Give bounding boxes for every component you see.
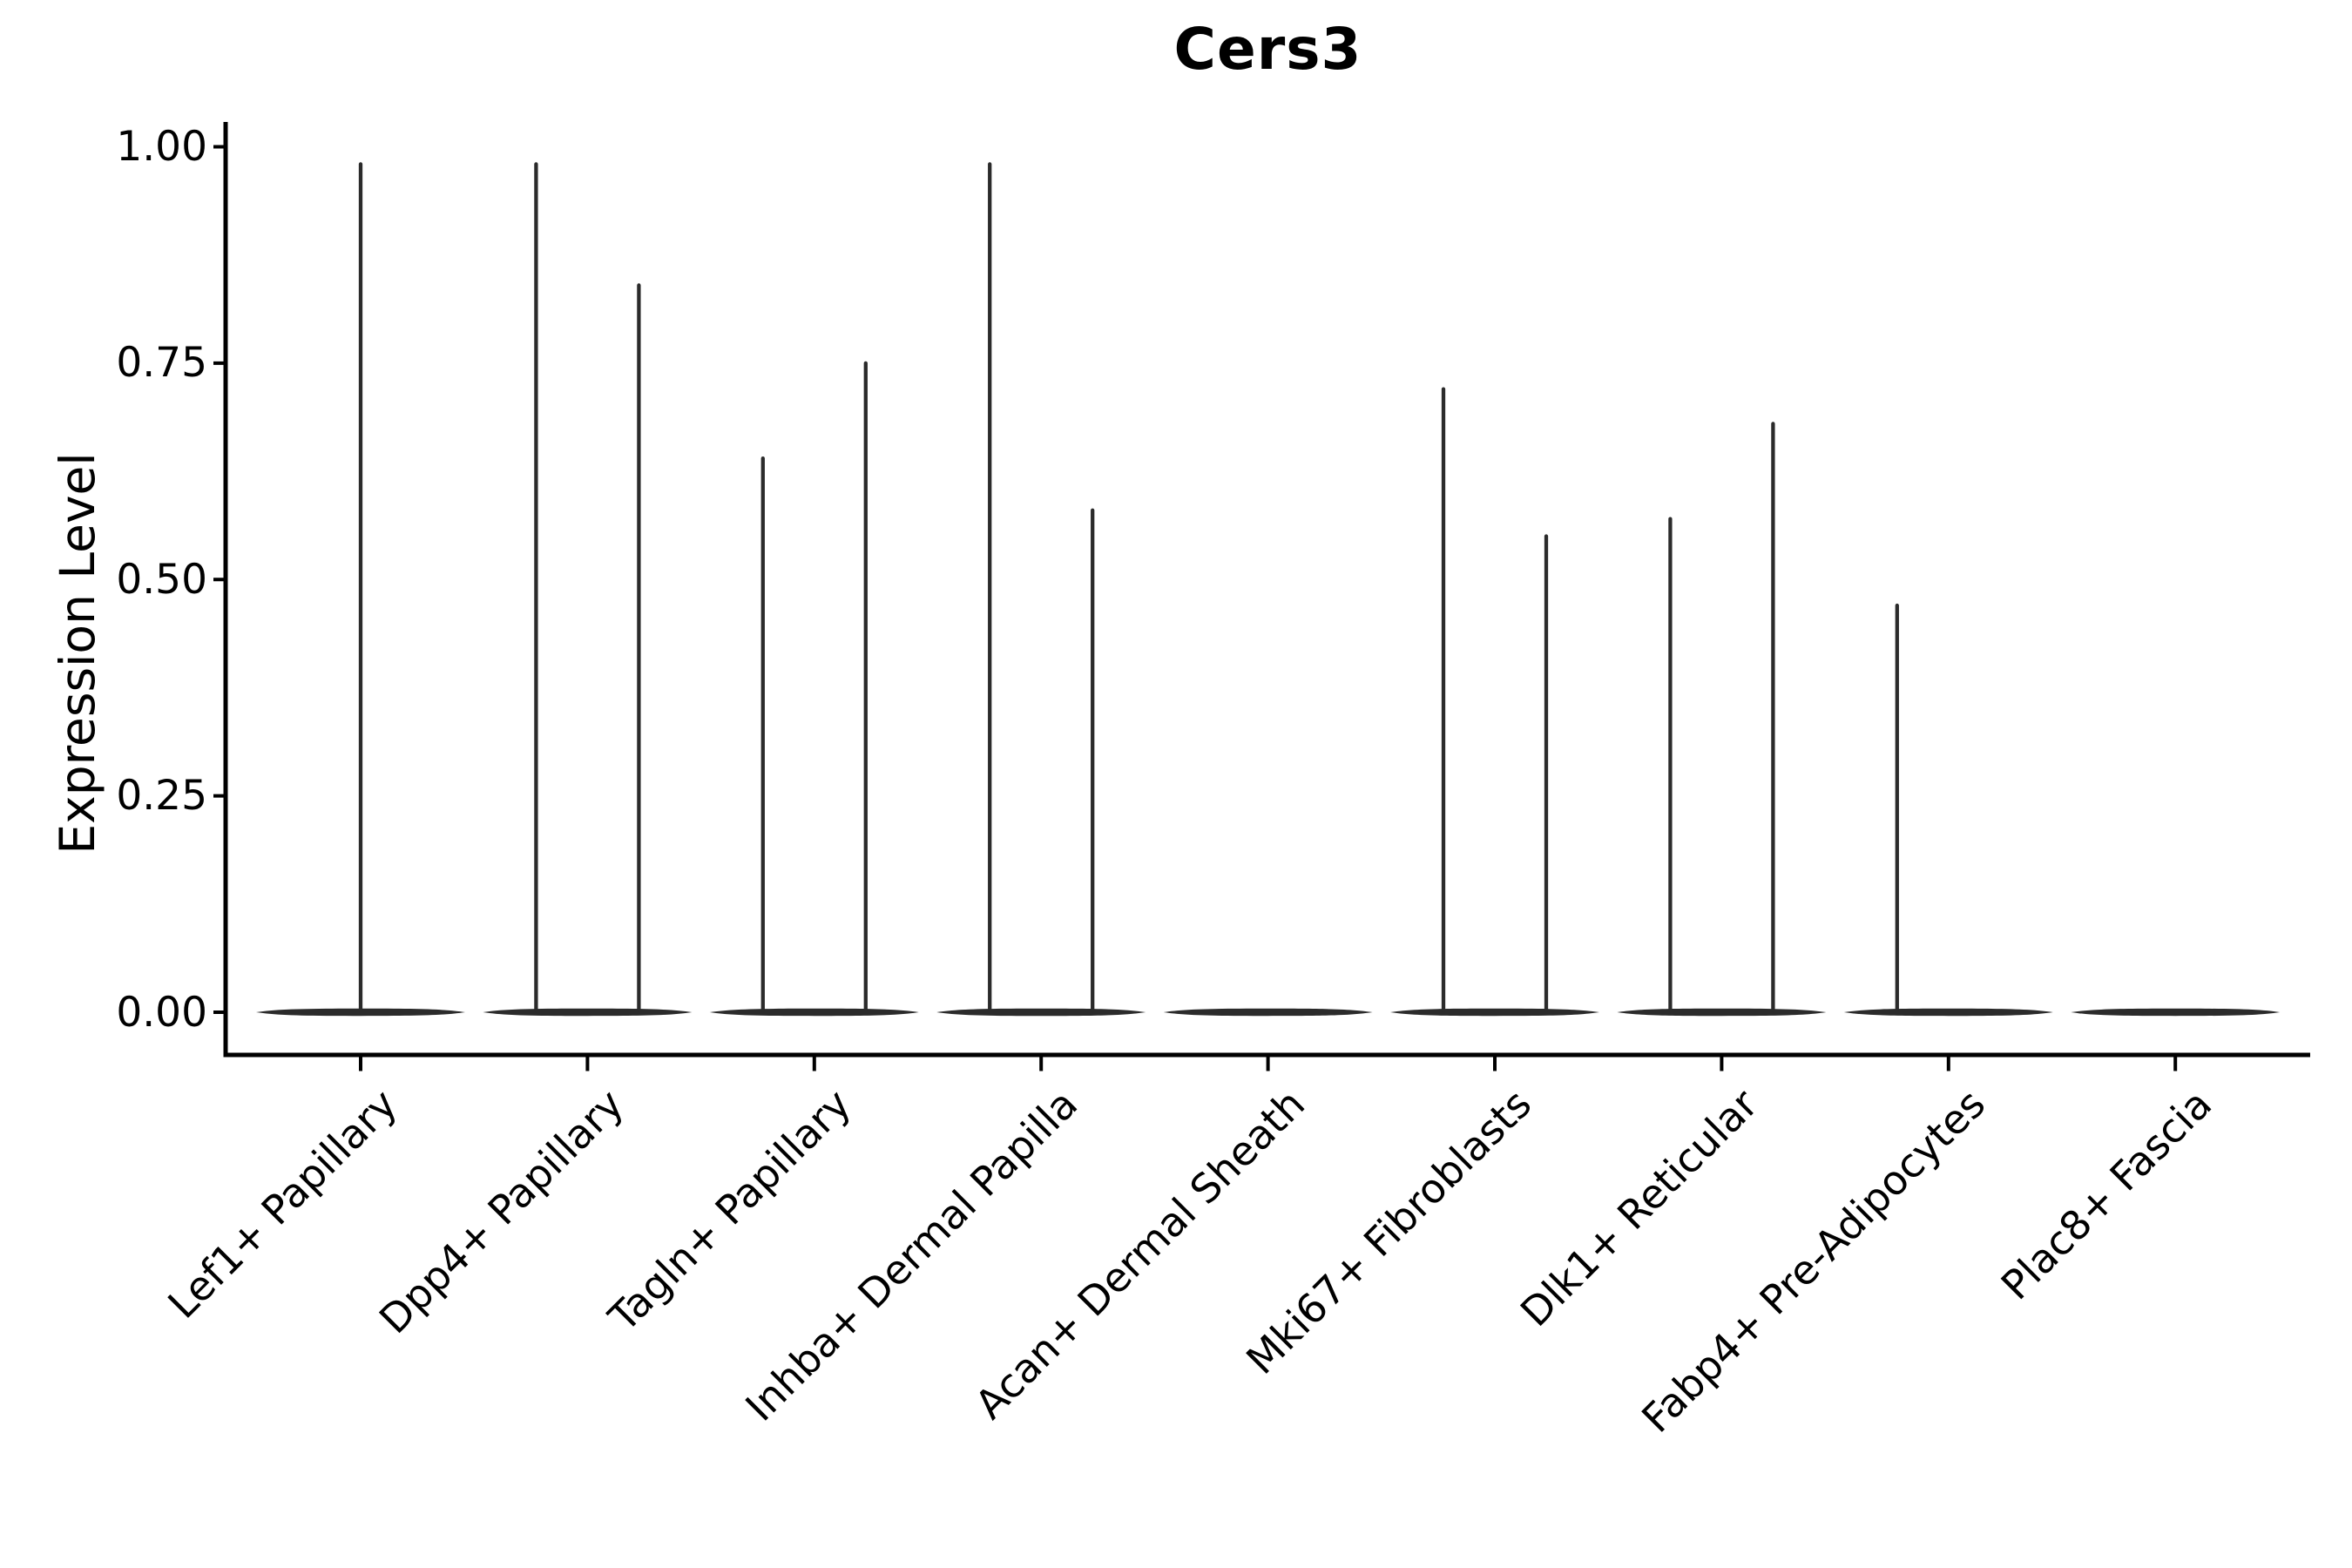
y-tick-label: 0.00 <box>116 988 207 1037</box>
violin-base <box>1390 1008 1599 1017</box>
violin-base <box>1163 1008 1373 1017</box>
violin-base <box>1617 1008 1827 1017</box>
y-tick-label: 0.75 <box>116 339 207 388</box>
violin-base <box>2071 1008 2281 1017</box>
y-tick-label: 1.00 <box>116 123 207 171</box>
chart-title: Cers3 <box>1173 16 1362 83</box>
y-tick-label: 0.50 <box>116 555 207 604</box>
violin-base <box>1843 1008 2053 1017</box>
violin-base <box>709 1008 919 1017</box>
y-tick-label: 0.25 <box>116 772 207 821</box>
violin-base <box>483 1008 693 1017</box>
violin-base <box>936 1008 1146 1017</box>
